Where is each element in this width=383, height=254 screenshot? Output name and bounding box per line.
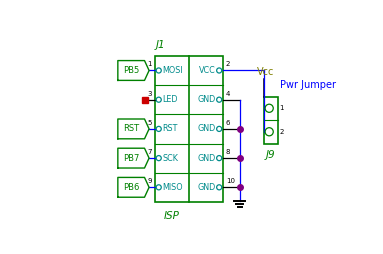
Text: RST: RST (123, 124, 139, 133)
Text: SCK: SCK (162, 154, 178, 163)
Text: 2: 2 (226, 61, 230, 67)
Text: 8: 8 (226, 149, 230, 155)
Text: J9: J9 (266, 150, 276, 160)
Text: Vcc: Vcc (257, 68, 274, 77)
Text: PB5: PB5 (123, 66, 139, 75)
Text: 3: 3 (147, 91, 152, 97)
Text: 5: 5 (148, 120, 152, 126)
Text: GND: GND (197, 95, 215, 104)
Text: MOSI: MOSI (162, 66, 183, 75)
Text: J1: J1 (156, 40, 165, 50)
Text: 9: 9 (147, 178, 152, 184)
Text: 1: 1 (279, 105, 284, 111)
Text: Pwr Jumper: Pwr Jumper (280, 80, 336, 90)
Bar (155, 56, 223, 202)
Text: ISP: ISP (164, 211, 180, 221)
Text: MISO: MISO (162, 183, 183, 192)
Text: 2: 2 (279, 129, 284, 135)
Text: 6: 6 (226, 120, 230, 126)
Text: 1: 1 (147, 61, 152, 67)
Text: PB7: PB7 (123, 154, 139, 163)
Text: 10: 10 (226, 178, 235, 184)
Text: GND: GND (197, 124, 215, 133)
Text: 4: 4 (226, 91, 230, 97)
Bar (264, 97, 278, 144)
Text: 7: 7 (147, 149, 152, 155)
Text: GND: GND (197, 154, 215, 163)
Text: GND: GND (197, 183, 215, 192)
Text: RST: RST (162, 124, 178, 133)
Text: PB6: PB6 (123, 183, 139, 192)
Text: VCC: VCC (199, 66, 215, 75)
Text: LED: LED (162, 95, 178, 104)
